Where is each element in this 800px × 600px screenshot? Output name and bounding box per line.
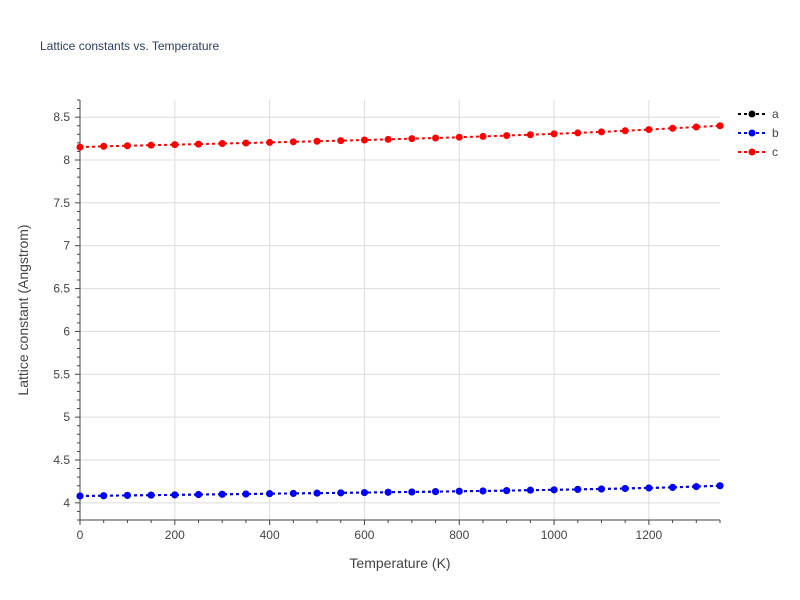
series-line-c xyxy=(79,124,721,149)
legend-marker-swatch xyxy=(748,110,756,118)
data-point-c[interactable] xyxy=(123,142,131,150)
data-point-b[interactable] xyxy=(597,485,605,493)
x-tick-label: 0 xyxy=(77,528,84,542)
data-point-c[interactable] xyxy=(432,134,440,142)
axes: 0 200 400 600 800 1000 1200 4 4.5 5 5.5 6 6.5 7 7.5 8 8.… xyxy=(53,99,721,542)
series-c xyxy=(76,122,724,151)
chart-title: Lattice constants vs. Temperature xyxy=(40,39,220,53)
data-point-b[interactable] xyxy=(526,486,534,494)
legend[interactable]: abc xyxy=(738,107,779,159)
data-point-c[interactable] xyxy=(645,126,653,134)
data-point-b[interactable] xyxy=(716,482,724,490)
data-point-b[interactable] xyxy=(503,487,511,495)
data-point-b[interactable] xyxy=(313,489,321,497)
data-point-c[interactable] xyxy=(313,137,321,145)
series-line-b xyxy=(79,484,721,497)
legend-label: c xyxy=(772,145,778,159)
data-point-b[interactable] xyxy=(266,490,274,498)
data-point-c[interactable] xyxy=(716,122,724,130)
x-tick-label: 600 xyxy=(354,528,374,542)
y-tick-label: 6 xyxy=(63,324,70,338)
data-point-c[interactable] xyxy=(574,129,582,137)
data-point-b[interactable] xyxy=(76,492,84,500)
data-point-b[interactable] xyxy=(408,488,416,496)
data-point-c[interactable] xyxy=(337,137,345,145)
x-tick-label: 1200 xyxy=(636,528,663,542)
data-point-b[interactable] xyxy=(218,490,226,498)
data-point-b[interactable] xyxy=(692,483,700,491)
y-tick-label: 4 xyxy=(63,496,70,510)
data-point-b[interactable] xyxy=(242,490,250,498)
data-point-b[interactable] xyxy=(289,489,297,497)
data-point-c[interactable] xyxy=(360,136,368,144)
data-point-b[interactable] xyxy=(621,484,629,492)
legend-item-a[interactable]: a xyxy=(738,107,779,121)
data-point-b[interactable] xyxy=(645,484,653,492)
data-point-b[interactable] xyxy=(479,487,487,495)
y-tick-label: 6.5 xyxy=(53,282,70,296)
grid xyxy=(80,100,720,520)
legend-label: a xyxy=(772,107,779,121)
data-point-c[interactable] xyxy=(550,130,558,138)
y-tick-label: 5 xyxy=(63,410,70,424)
y-tick-label: 5.5 xyxy=(53,367,70,381)
data-point-c[interactable] xyxy=(266,138,274,146)
y-tick-label: 8.5 xyxy=(53,110,70,124)
x-tick-label: 400 xyxy=(260,528,280,542)
x-tick-label: 1000 xyxy=(541,528,568,542)
data-point-b[interactable] xyxy=(550,486,558,494)
data-point-c[interactable] xyxy=(692,123,700,131)
series-b xyxy=(76,482,724,500)
legend-item-b[interactable]: b xyxy=(738,126,779,140)
data-point-b[interactable] xyxy=(123,491,131,499)
data-point-c[interactable] xyxy=(147,141,155,149)
data-point-b[interactable] xyxy=(432,488,440,496)
data-point-c[interactable] xyxy=(100,142,108,150)
y-tick-label: 7.5 xyxy=(53,196,70,210)
legend-marker-swatch xyxy=(748,129,756,137)
data-point-c[interactable] xyxy=(242,139,250,147)
series-layer xyxy=(76,122,724,500)
data-point-b[interactable] xyxy=(455,487,463,495)
data-point-c[interactable] xyxy=(171,141,179,149)
data-point-b[interactable] xyxy=(360,489,368,497)
y-tick-label: 4.5 xyxy=(53,453,70,467)
data-point-b[interactable] xyxy=(147,491,155,499)
data-point-c[interactable] xyxy=(384,135,392,143)
data-point-c[interactable] xyxy=(669,124,677,132)
data-point-b[interactable] xyxy=(669,483,677,491)
data-point-c[interactable] xyxy=(621,127,629,135)
x-tick-label: 200 xyxy=(165,528,185,542)
data-point-c[interactable] xyxy=(597,128,605,136)
x-axis-title: Temperature (K) xyxy=(349,555,450,571)
data-point-c[interactable] xyxy=(408,135,416,143)
data-point-b[interactable] xyxy=(384,488,392,496)
data-point-c[interactable] xyxy=(526,131,534,139)
data-point-c[interactable] xyxy=(289,138,297,146)
legend-item-c[interactable]: c xyxy=(738,145,778,159)
data-point-b[interactable] xyxy=(574,485,582,493)
data-point-b[interactable] xyxy=(100,492,108,500)
data-point-c[interactable] xyxy=(76,143,84,151)
data-point-b[interactable] xyxy=(337,489,345,497)
x-tick-label: 800 xyxy=(449,528,469,542)
data-point-c[interactable] xyxy=(218,140,226,148)
data-point-c[interactable] xyxy=(479,132,487,140)
legend-label: b xyxy=(772,126,779,140)
data-point-c[interactable] xyxy=(195,140,203,148)
y-tick-label: 7 xyxy=(63,239,70,253)
data-point-c[interactable] xyxy=(455,133,463,141)
y-axis-title: Lattice constant (Angstrom) xyxy=(15,224,31,395)
data-point-c[interactable] xyxy=(503,132,511,140)
data-point-b[interactable] xyxy=(171,491,179,499)
legend-marker-swatch xyxy=(748,148,756,156)
data-point-b[interactable] xyxy=(195,491,203,499)
y-tick-label: 8 xyxy=(63,153,70,167)
